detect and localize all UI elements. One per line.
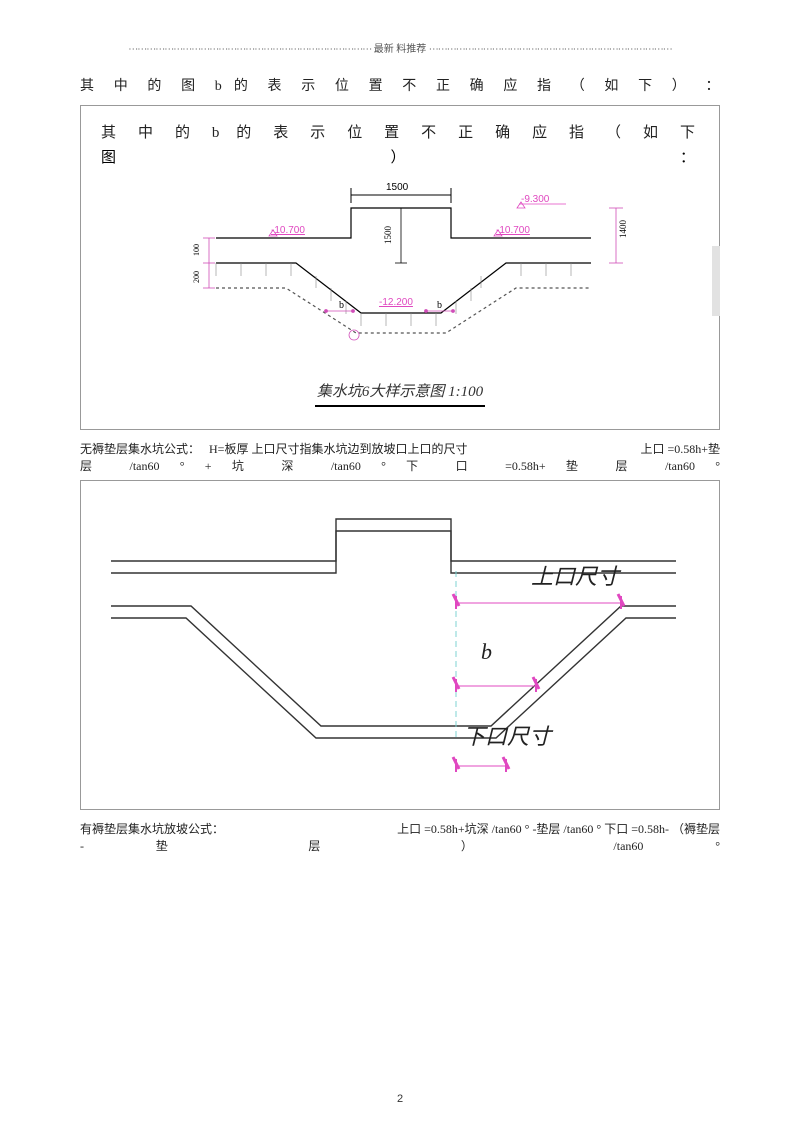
fig1-dim-100: 100 (192, 244, 201, 256)
fig1-heading-b-center: ） (390, 146, 409, 167)
figure-1-svg: 1500 -10.700 -10.700 -9.300 (121, 168, 681, 378)
page-number: 2 (397, 1093, 403, 1105)
formula1-a-right: 上口 =0.58h+垫 (640, 440, 720, 457)
formula2-prefix: 有褥垫层集水坑放坡公式： (80, 820, 224, 837)
fig1-top-dim: 1500 (386, 182, 409, 193)
fig1-dim-1400: 1400 (618, 220, 628, 239)
figure-1-box: 其 中 的 b 的 表 示 位 置 不 正 确 应 指 （ 如 下 图 ） ： … (80, 105, 720, 430)
fig2-label-top: 上口尺寸 (531, 559, 619, 591)
formula1-a: H=板厚 上口尺寸指集水坑边到放坡口上口的尺寸 (209, 442, 467, 456)
fig1-level-bottom: -12.200 (379, 297, 413, 308)
header-title: 最新 料推荐 (374, 44, 427, 55)
scrollbar-decoration (712, 246, 720, 316)
formula-1: 无褥垫层集水坑公式： H=板厚 上口尺寸指集水坑边到放坡口上口的尺寸 上口 =0… (80, 440, 720, 474)
header-dots-left: ⋯⋯⋯⋯⋯⋯⋯⋯⋯⋯⋯⋯⋯⋯⋯⋯⋯⋯⋯⋯⋯⋯⋯⋯⋯⋯⋯ (128, 44, 371, 55)
document-page: ⋯⋯⋯⋯⋯⋯⋯⋯⋯⋯⋯⋯⋯⋯⋯⋯⋯⋯⋯⋯⋯⋯⋯⋯⋯⋯⋯ 最新 料推荐 ⋯⋯⋯⋯⋯… (0, 0, 800, 1133)
formula1-b: 层 /tan60 ° + 坑 深 /tan60 ° 下 口 =0.58h+ 垫 … (80, 457, 720, 474)
header-dots-right: ⋯⋯⋯⋯⋯⋯⋯⋯⋯⋯⋯⋯⋯⋯⋯⋯⋯⋯⋯⋯⋯⋯⋯⋯⋯⋯⋯ (429, 44, 672, 55)
fig1-caption: 集水坑6大样示意图 1:100 (317, 380, 483, 401)
formula1-prefix: 无褥垫层集水坑公式： (80, 442, 200, 456)
figure-2-box: 上口尺寸 b 下口尺寸 (80, 480, 720, 810)
fig1-b-right: b (437, 300, 442, 311)
fig1-heading-b-left: 图 (101, 150, 120, 166)
fig1-level-top: -9.300 (521, 194, 550, 205)
intro-line: 其 中 的 图 b 的 表 示 位 置 不 正 确 应 指 （ 如 下 ） ： (80, 75, 720, 95)
fig2-label-bottom: 下口尺寸 (463, 719, 551, 751)
formula2-b: - 垫 层 ） /tan60 ° (80, 837, 720, 854)
formula2-a: 上口 =0.58h+坑深 /tan60 ° -垫层 /tan60 ° 下口 =0… (397, 820, 720, 837)
fig2-label-mid: b (481, 639, 492, 665)
fig1-dim-200: 200 (192, 271, 201, 283)
fig1-heading-a: 其 中 的 b 的 表 示 位 置 不 正 确 应 指 （ 如 下 (101, 121, 699, 142)
figure-2-svg (91, 491, 691, 801)
fig1-b-left: b (339, 300, 344, 311)
formula-2: 有褥垫层集水坑放坡公式： 上口 =0.58h+坑深 /tan60 ° -垫层 /… (80, 820, 720, 854)
page-header: ⋯⋯⋯⋯⋯⋯⋯⋯⋯⋯⋯⋯⋯⋯⋯⋯⋯⋯⋯⋯⋯⋯⋯⋯⋯⋯⋯ 最新 料推荐 ⋯⋯⋯⋯⋯… (80, 40, 720, 55)
fig1-caption-line (315, 405, 485, 407)
fig1-heading-b-row: 图 ） ： (101, 146, 699, 168)
fig1-heading-b-colon: ： (680, 146, 699, 167)
fig1-dim-1500v: 1500 (383, 226, 393, 245)
